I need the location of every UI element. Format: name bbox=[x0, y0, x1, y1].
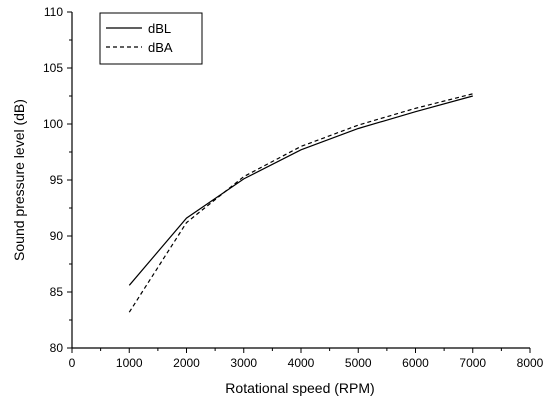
x-tick-label: 2000 bbox=[173, 356, 200, 370]
series-line-dbl bbox=[128, 95, 473, 286]
legend-box bbox=[99, 12, 203, 65]
y-axis-label: Sound pressure level (dB) bbox=[11, 99, 27, 261]
legend-label-dba: dBA bbox=[148, 40, 173, 55]
series-line-dba bbox=[128, 93, 473, 313]
legend: dBL dBA bbox=[99, 12, 203, 65]
x-tick-label: 5000 bbox=[345, 356, 372, 370]
y-tick-label: 105 bbox=[43, 61, 63, 75]
x-tick-label: 1000 bbox=[116, 356, 143, 370]
y-tick-label: 85 bbox=[50, 285, 64, 299]
legend-label-dbl: dBL bbox=[148, 21, 171, 36]
x-tick-label: 7000 bbox=[459, 356, 486, 370]
x-tick-label: 4000 bbox=[288, 356, 315, 370]
y-tick-label: 90 bbox=[50, 229, 64, 243]
x-tick-label: 0 bbox=[69, 356, 76, 370]
series-layer bbox=[128, 93, 473, 313]
x-tick-label: 8000 bbox=[517, 356, 544, 370]
y-axis-ticks: 80 85 90 95 100 105 110 bbox=[43, 5, 72, 355]
y-tick-label: 110 bbox=[44, 5, 63, 19]
y-tick-label: 80 bbox=[50, 341, 64, 355]
x-tick-label: 6000 bbox=[402, 356, 429, 370]
y-tick-label: 100 bbox=[43, 117, 63, 131]
x-axis-ticks: 0 1000 2000 3000 4000 5000 6000 7000 8000 bbox=[69, 348, 544, 370]
x-axis-label: Rotational speed (RPM) bbox=[225, 380, 374, 396]
y-tick-label: 95 bbox=[50, 173, 64, 187]
x-tick-label: 3000 bbox=[230, 356, 257, 370]
